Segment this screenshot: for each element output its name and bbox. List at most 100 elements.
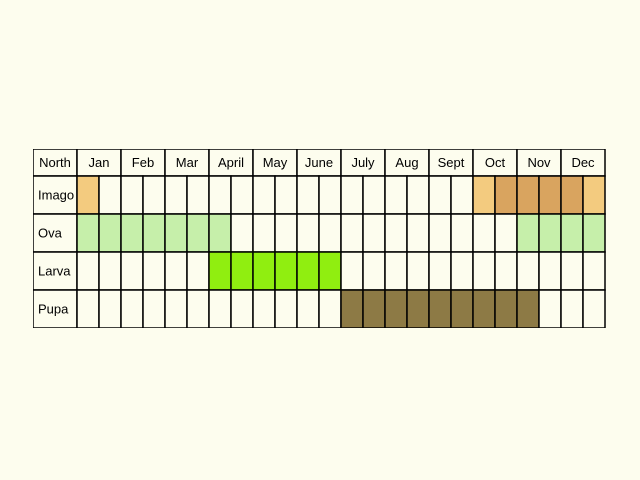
period-cell-imago	[560, 175, 584, 215]
period-cell-ova	[230, 213, 254, 253]
month-header-june: June	[305, 155, 333, 170]
corner-label: North	[39, 155, 71, 170]
period-cell-larva	[428, 251, 452, 291]
period-cell-larva	[340, 251, 364, 291]
period-cell-larva	[98, 251, 122, 291]
period-cell-pupa	[296, 289, 320, 328]
period-cell-larva	[186, 251, 210, 291]
period-cell-pupa	[142, 289, 166, 328]
period-cell-pupa	[428, 289, 452, 328]
month-header-mar: Mar	[176, 155, 199, 170]
period-cell-ova	[76, 213, 100, 253]
period-cell-imago	[142, 175, 166, 215]
period-cell-imago	[538, 175, 562, 215]
period-cell-pupa	[472, 289, 496, 328]
period-cell-larva	[318, 251, 342, 291]
period-cell-pupa	[582, 289, 606, 328]
period-cell-pupa	[494, 289, 518, 328]
period-cell-pupa	[120, 289, 144, 328]
period-cell-larva	[76, 251, 100, 291]
month-header-nov: Nov	[527, 155, 551, 170]
period-cell-pupa	[362, 289, 386, 328]
period-cell-larva	[494, 251, 518, 291]
period-cell-ova	[142, 213, 166, 253]
period-cell-imago	[164, 175, 188, 215]
month-header-cell	[560, 149, 606, 177]
period-cell-larva	[120, 251, 144, 291]
period-cell-ova	[472, 213, 496, 253]
period-cell-imago	[362, 175, 386, 215]
period-cell-larva	[296, 251, 320, 291]
period-cell-pupa	[318, 289, 342, 328]
period-cell-imago	[76, 175, 100, 215]
month-header-jan: Jan	[89, 155, 110, 170]
period-cell-ova	[252, 213, 276, 253]
month-header-feb: Feb	[132, 155, 154, 170]
period-cell-ova	[120, 213, 144, 253]
period-cell-imago	[384, 175, 408, 215]
period-cell-imago	[428, 175, 452, 215]
period-cell-ova	[428, 213, 452, 253]
period-cell-pupa	[76, 289, 100, 328]
period-cell-larva	[582, 251, 606, 291]
period-cell-larva	[208, 251, 232, 291]
period-cell-larva	[538, 251, 562, 291]
period-cell-ova	[274, 213, 298, 253]
period-cell-imago	[450, 175, 474, 215]
month-header-aug: Aug	[395, 155, 418, 170]
period-cell-larva	[362, 251, 386, 291]
month-header-may: May	[263, 155, 288, 170]
month-header-cell	[164, 149, 210, 177]
period-cell-ova	[340, 213, 364, 253]
period-cell-larva	[164, 251, 188, 291]
period-cell-imago	[296, 175, 320, 215]
period-cell-imago	[208, 175, 232, 215]
period-cell-ova	[538, 213, 562, 253]
stage-label-imago: Imago	[38, 187, 74, 202]
period-cell-pupa	[208, 289, 232, 328]
life-cycle-chart: North Jan Feb Mar April May June July Aug Sept Oct…	[33, 149, 606, 328]
month-header-sept: Sept	[438, 155, 465, 170]
period-cell-ova	[494, 213, 518, 253]
period-cell-ova	[186, 213, 210, 253]
period-cell-ova	[406, 213, 430, 253]
month-header-april: April	[218, 155, 244, 170]
period-cell-pupa	[340, 289, 364, 328]
stage-label-larva: Larva	[38, 263, 71, 278]
period-cell-pupa	[384, 289, 408, 328]
period-cell-imago	[230, 175, 254, 215]
period-cell-larva	[516, 251, 540, 291]
period-cell-ova	[362, 213, 386, 253]
month-header-cell	[208, 149, 254, 177]
period-cell-ova	[384, 213, 408, 253]
period-cell-imago	[186, 175, 210, 215]
period-cell-larva	[230, 251, 254, 291]
period-cell-larva	[252, 251, 276, 291]
period-cell-larva	[450, 251, 474, 291]
period-cell-pupa	[230, 289, 254, 328]
period-cell-imago	[274, 175, 298, 215]
period-cell-larva	[142, 251, 166, 291]
period-cell-ova	[582, 213, 606, 253]
period-cell-imago	[252, 175, 276, 215]
period-cell-imago	[318, 175, 342, 215]
period-cell-larva	[472, 251, 496, 291]
period-cell-larva	[274, 251, 298, 291]
period-cell-pupa	[406, 289, 430, 328]
period-cell-ova	[318, 213, 342, 253]
period-cell-pupa	[538, 289, 562, 328]
period-cell-pupa	[450, 289, 474, 328]
period-cell-pupa	[560, 289, 584, 328]
period-cell-imago	[472, 175, 496, 215]
period-cell-pupa	[186, 289, 210, 328]
period-cell-ova	[296, 213, 320, 253]
period-cell-pupa	[252, 289, 276, 328]
month-header-cell	[384, 149, 430, 177]
period-cell-pupa	[98, 289, 122, 328]
month-header-july: July	[351, 155, 375, 170]
period-cell-imago	[340, 175, 364, 215]
period-cell-ova	[450, 213, 474, 253]
month-header-cell	[76, 149, 122, 177]
period-cell-larva	[560, 251, 584, 291]
period-cell-larva	[406, 251, 430, 291]
